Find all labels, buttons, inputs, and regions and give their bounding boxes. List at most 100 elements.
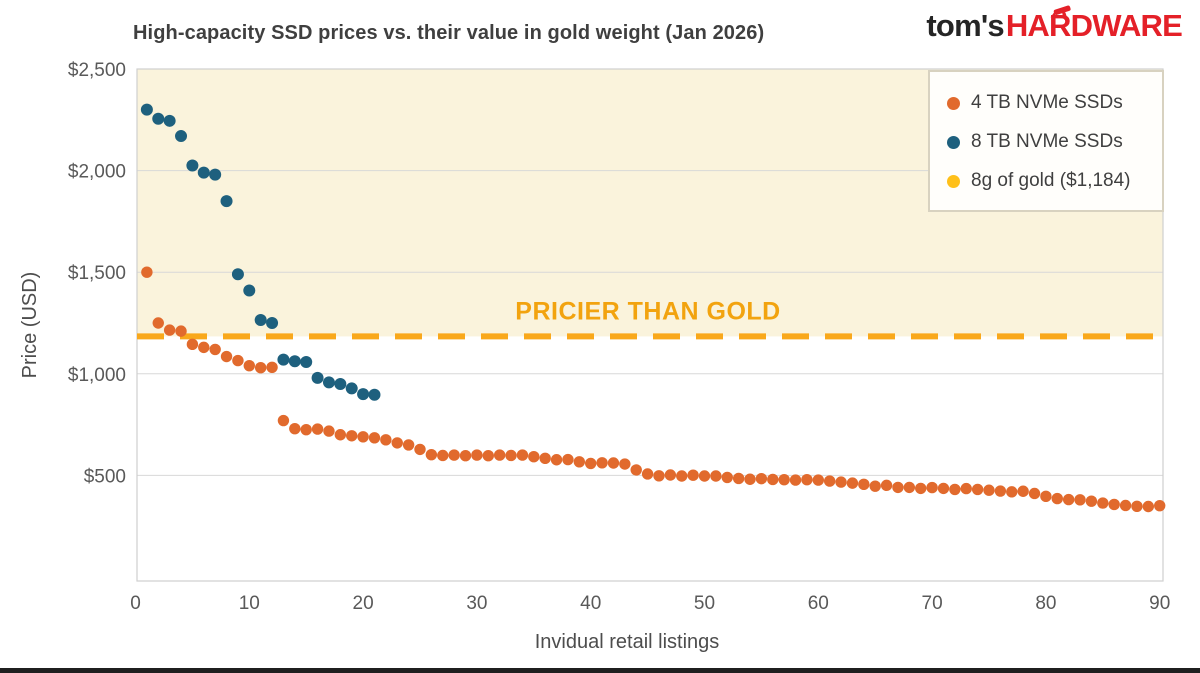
data-point-4tb-ssd — [983, 484, 995, 496]
data-point-4tb-ssd — [493, 449, 506, 461]
data-point-4tb-ssd — [892, 481, 904, 494]
data-point-4tb-ssd — [778, 473, 790, 486]
data-point-4tb-ssd — [186, 338, 199, 351]
data-point-8tb-ssd — [266, 317, 279, 329]
x-tick-label: 70 — [922, 593, 943, 614]
logo-hardware-text: HARDWARE — [1005, 8, 1183, 43]
data-point-4tb-ssd — [414, 443, 426, 456]
data-point-4tb-ssd — [1028, 487, 1041, 500]
data-point-4tb-ssd — [425, 448, 438, 461]
data-point-4tb-ssd — [482, 449, 494, 462]
legend-label-8tb: 8 TB NVMe SSDs — [971, 131, 1123, 152]
x-tick-label: 10 — [239, 593, 260, 614]
x-tick-label: 90 — [1149, 593, 1170, 614]
data-point-4tb-ssd — [346, 430, 358, 442]
data-point-4tb-ssd — [641, 468, 654, 480]
data-point-4tb-ssd — [528, 451, 540, 463]
data-point-4tb-ssd — [789, 474, 802, 486]
y-tick-label: $1,000 — [68, 365, 126, 386]
data-point-4tb-ssd — [1142, 500, 1155, 513]
hammer-icon — [1050, 5, 1072, 20]
data-point-4tb-ssd — [209, 343, 221, 356]
data-point-4tb-ssd — [198, 341, 210, 354]
data-point-4tb-ssd — [459, 449, 472, 462]
data-point-4tb-ssd — [448, 449, 460, 461]
data-point-4tb-ssd — [630, 464, 642, 476]
data-point-8tb-ssd — [368, 388, 381, 401]
data-point-4tb-ssd — [357, 431, 369, 443]
data-point-4tb-ssd — [664, 469, 677, 481]
data-point-8tb-ssd — [231, 268, 244, 281]
y-tick-label: $2,000 — [68, 162, 126, 183]
data-point-4tb-ssd — [585, 457, 597, 470]
data-point-4tb-ssd — [289, 422, 301, 435]
data-point-4tb-ssd — [1051, 492, 1063, 505]
y-tick-label: $1,500 — [68, 263, 126, 284]
data-point-4tb-ssd — [698, 470, 711, 482]
plot-border — [136, 68, 1164, 582]
data-point-4tb-ssd — [744, 473, 756, 485]
y-tick-label: $500 — [84, 466, 126, 487]
chart-legend: 4 TB NVMe SSDs 8 TB NVMe SSDs 8g of gold… — [928, 70, 1164, 212]
data-point-4tb-ssd — [175, 325, 187, 337]
data-point-4tb-ssd — [277, 414, 290, 427]
data-point-4tb-ssd — [937, 482, 950, 495]
data-point-4tb-ssd — [163, 324, 176, 336]
data-point-4tb-ssd — [539, 452, 551, 465]
data-point-4tb-ssd — [732, 472, 745, 485]
data-point-4tb-ssd — [152, 317, 164, 329]
data-point-4tb-ssd — [573, 456, 586, 468]
data-point-4tb-ssd — [300, 423, 312, 436]
toms-hardware-logo: tom'sHARDWARE — [926, 5, 1183, 44]
data-point-4tb-ssd — [1062, 493, 1075, 506]
data-point-8tb-ssd — [175, 130, 188, 143]
data-point-4tb-ssd — [1108, 498, 1120, 511]
data-point-4tb-ssd — [391, 437, 403, 449]
logo-toms-text: tom's — [926, 8, 1004, 43]
data-point-4tb-ssd — [471, 449, 483, 461]
data-point-4tb-ssd — [243, 359, 255, 372]
data-point-4tb-ssd — [846, 477, 859, 489]
data-point-8tb-ssd — [152, 112, 165, 125]
data-point-4tb-ssd — [402, 439, 415, 451]
chart-title: High-capacity SSD prices vs. their value… — [133, 22, 765, 44]
data-point-4tb-ssd — [505, 449, 517, 462]
data-point-4tb-ssd — [858, 478, 870, 491]
data-point-4tb-ssd — [869, 480, 881, 492]
data-point-8tb-ssd — [311, 371, 324, 384]
data-point-8tb-ssd — [322, 376, 335, 389]
data-point-8tb-ssd — [277, 353, 290, 366]
x-tick-label: 40 — [580, 593, 601, 614]
data-point-8tb-ssd — [186, 159, 199, 172]
legend-label-gold: 8g of gold ($1,184) — [971, 170, 1131, 191]
data-point-8tb-ssd — [140, 103, 153, 116]
data-point-4tb-ssd — [903, 481, 916, 494]
data-point-8tb-ssd — [288, 355, 301, 368]
data-point-8tb-ssd — [220, 195, 233, 208]
data-point-4tb-ssd — [1006, 486, 1018, 498]
data-point-4tb-ssd — [220, 350, 233, 363]
data-point-4tb-ssd — [550, 454, 563, 466]
data-point-4tb-ssd — [960, 482, 972, 495]
data-point-4tb-ssd — [1040, 490, 1052, 503]
data-point-8tb-ssd — [357, 388, 370, 401]
x-axis-title: Invidual retail listings — [535, 631, 720, 653]
data-point-8tb-ssd — [243, 284, 256, 297]
legend-item-4tb: 4 TB NVMe SSDs — [947, 85, 1152, 121]
data-point-8tb-ssd — [345, 382, 358, 395]
legend-marker-gold-icon — [947, 174, 960, 188]
data-point-4tb-ssd — [334, 429, 347, 441]
data-point-8tb-ssd — [254, 313, 267, 326]
data-point-4tb-ssd — [368, 432, 381, 444]
legend-marker-4tb-icon — [947, 96, 960, 110]
legend-label-4tb: 4 TB NVMe SSDs — [971, 92, 1123, 113]
x-tick-label: 80 — [1035, 593, 1056, 614]
data-point-4tb-ssd — [880, 479, 893, 492]
data-point-4tb-ssd — [380, 434, 392, 446]
legend-marker-8tb-icon — [947, 135, 960, 149]
bottom-edge-bar — [0, 668, 1200, 673]
data-point-4tb-ssd — [596, 457, 608, 469]
y-tick-label: $2,500 — [68, 60, 126, 81]
data-point-4tb-ssd — [1074, 494, 1086, 506]
data-point-8tb-ssd — [197, 166, 210, 179]
